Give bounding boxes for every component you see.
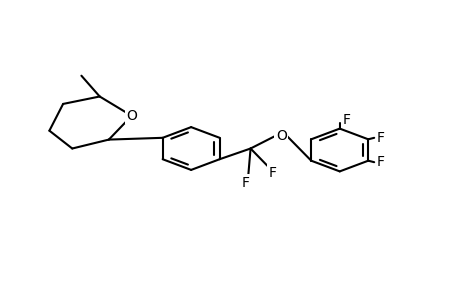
Text: F: F xyxy=(376,131,384,145)
Text: F: F xyxy=(376,155,384,169)
Text: F: F xyxy=(268,166,276,180)
Text: F: F xyxy=(241,176,249,190)
Text: O: O xyxy=(126,109,137,123)
Text: O: O xyxy=(126,109,137,123)
Text: O: O xyxy=(275,129,286,143)
Text: F: F xyxy=(342,113,350,127)
